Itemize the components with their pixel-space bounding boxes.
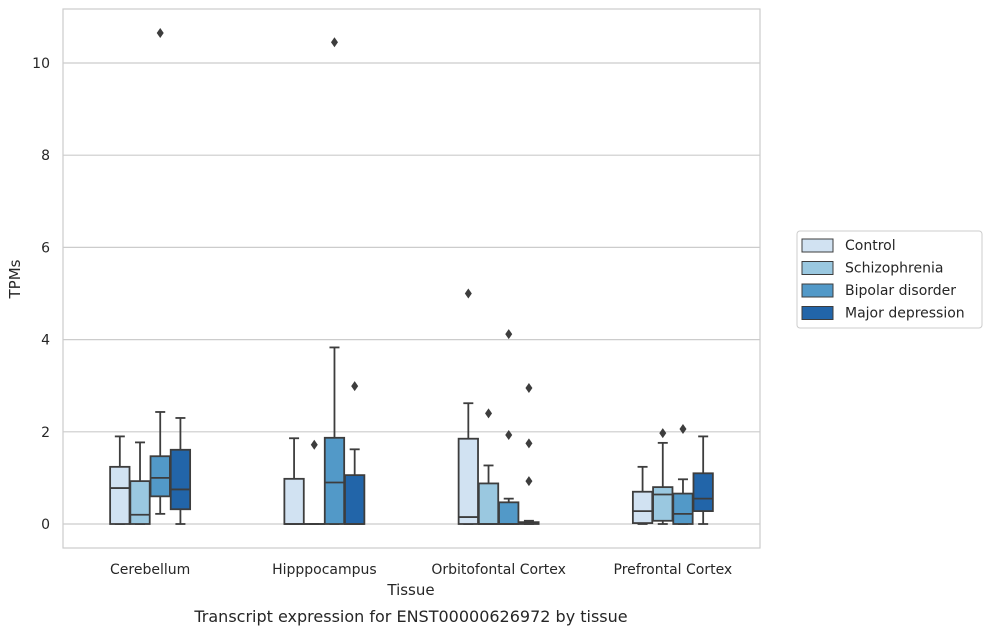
x-tick-label: Orbitofontal Cortex: [431, 562, 566, 578]
box-body: [672, 492, 694, 525]
y-tick-label: 0: [41, 517, 50, 533]
outlier-point: [351, 381, 359, 392]
x-axis-label: Tissue: [386, 581, 434, 599]
box-3-2: [672, 424, 694, 525]
box-1-0: [283, 437, 305, 525]
legend: Control Schizophrenia Bipolar disorder Majo…: [796, 230, 983, 329]
legend-label: Major depression: [845, 306, 965, 322]
box-body: [169, 448, 192, 511]
y-tick-label: 10: [32, 56, 50, 72]
outlier-point: [464, 288, 472, 299]
x-tick-label: Hipppocampus: [272, 562, 377, 578]
box-body: [109, 465, 131, 525]
legend-frame: [796, 230, 983, 329]
y-tick-label: 8: [41, 148, 50, 164]
box-body: [631, 490, 654, 524]
box-body: [129, 480, 151, 525]
outlier-point: [156, 28, 164, 39]
box-2-0: [457, 288, 479, 525]
x-axis-ticks: Cerebellum Hipppocampus Orbitofontal Corte…: [110, 562, 732, 578]
box-body: [652, 486, 674, 522]
box-body: [283, 477, 305, 525]
legend-swatch: [801, 306, 834, 320]
y-axis-label: TPMs: [6, 259, 24, 299]
outlier-point: [525, 476, 533, 487]
legend-swatch: [801, 238, 834, 253]
box-0-1: [129, 441, 151, 525]
legend-label: Schizophrenia: [845, 261, 943, 277]
box-body: [149, 455, 171, 498]
outlier-point: [330, 37, 338, 48]
box-body: [344, 474, 366, 525]
box-2-2: [498, 329, 520, 525]
box-3-3: [692, 435, 714, 525]
box-0-3: [169, 417, 192, 525]
y-tick-label: 2: [41, 425, 50, 441]
outlier-point: [485, 408, 493, 419]
legend-swatch: [801, 261, 834, 275]
box-body: [477, 482, 500, 525]
x-tick-label: Prefrontal Cortex: [614, 562, 733, 578]
y-tick-label: 6: [41, 240, 50, 256]
legend-swatch: [801, 283, 834, 298]
legend-label: Bipolar disorder: [845, 283, 956, 299]
boxes: [109, 28, 714, 525]
legend-label: Control: [845, 238, 896, 254]
x-tick-label: Cerebellum: [110, 562, 190, 578]
box-body: [323, 436, 346, 525]
box-body: [457, 437, 479, 525]
outlier-point: [679, 424, 687, 435]
y-tick-label: 4: [41, 333, 50, 349]
outlier-point: [505, 329, 513, 340]
box-0-2: [149, 28, 171, 515]
y-axis-ticks: 0 2 4 6 8 10: [32, 56, 50, 533]
box-2-3: [518, 383, 540, 525]
box-3-0: [631, 465, 654, 525]
box-body: [692, 472, 714, 512]
plot-area-frame: [62, 8, 761, 549]
box-body: [498, 501, 520, 525]
outlier-point: [310, 439, 318, 450]
box-1-1: [303, 439, 325, 525]
chart-caption: Transcript expression for ENST0000062697…: [193, 607, 627, 626]
box-1-3: [344, 381, 366, 525]
outlier-point: [505, 430, 513, 441]
outlier-point: [525, 438, 533, 449]
outlier-point: [525, 383, 533, 394]
box-3-1: [652, 428, 674, 525]
outlier-point: [659, 428, 667, 439]
